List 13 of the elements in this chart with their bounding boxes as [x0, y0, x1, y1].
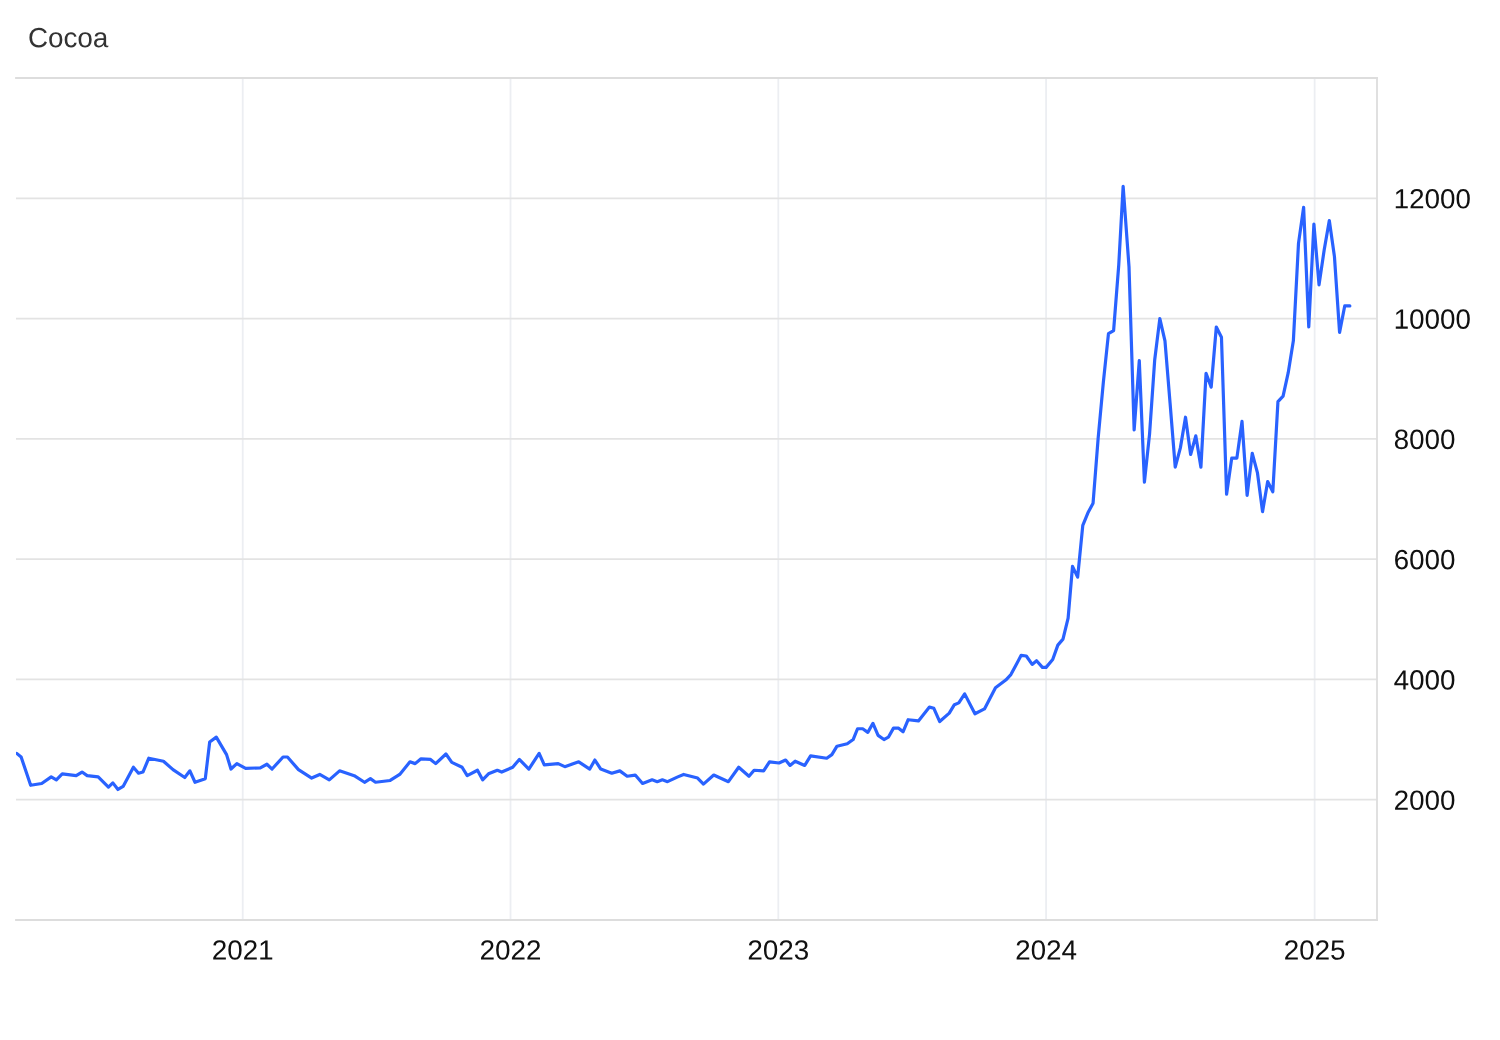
x-tick-label: 2022 — [481, 940, 541, 960]
line-series — [16, 184, 1352, 792]
y-tick-label: 12000 — [1395, 188, 1470, 209]
y-tick-label: 2000 — [1395, 790, 1455, 811]
x-tick-label: 2024 — [1016, 940, 1077, 960]
x-tick-label: 2025 — [1285, 940, 1345, 960]
y-tick-label: 8000 — [1394, 429, 1455, 450]
x-tick-label: 2023 — [748, 940, 808, 960]
y-tick-label: 10000 — [1395, 309, 1470, 329]
y-tick-label: 4000 — [1394, 670, 1455, 690]
chart-title: Cocoa — [29, 27, 109, 48]
y-tick-label: 6000 — [1395, 549, 1455, 570]
x-tick-label: 2021 — [213, 940, 273, 960]
